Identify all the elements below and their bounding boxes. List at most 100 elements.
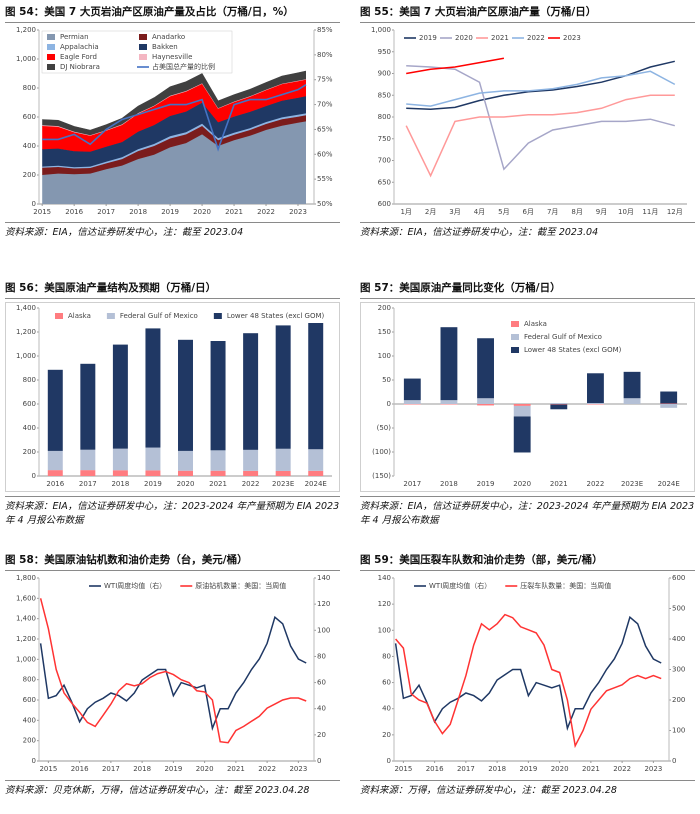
legend: WTI周度均值（右） 原油钻机数量：美国：当周值 [89, 581, 286, 590]
bar [210, 470, 226, 476]
bar [660, 391, 678, 404]
y-tick-label: 50 [382, 376, 391, 384]
legend-swatch [213, 313, 222, 319]
y2-tick-label: 100 [317, 626, 330, 634]
y-tick-label: 1,200 [16, 635, 36, 643]
y-tick-label: 200 [23, 448, 36, 456]
line [405, 94, 675, 178]
x-tick-label: 4月 [474, 208, 485, 216]
legend-label: DJ Niobrara [60, 63, 100, 71]
y2-tick-label: 60% [317, 150, 333, 158]
x-tick-label: 11月 [642, 208, 658, 216]
legend: Alaska Federal Gulf of Mexico Lower 48 Sta… [511, 320, 622, 354]
x-tick-label: 2023 [644, 765, 662, 773]
bar [145, 470, 161, 476]
bar [243, 333, 259, 450]
y-tick-label: 100 [378, 626, 391, 634]
legend-swatch [511, 334, 519, 340]
chart-title: 图 56：美国原油产量结构及预期（万桶/日） [5, 280, 340, 299]
bar [210, 450, 226, 471]
bar [660, 404, 678, 408]
y-tick-label: 600 [23, 400, 36, 408]
area-band [42, 113, 306, 169]
x-tick-label: 5月 [498, 208, 509, 216]
bar [80, 449, 96, 471]
y2-tick-label: 55% [317, 175, 333, 183]
x-tick-label: 2022 [242, 480, 260, 488]
y-tick-label: 1,800 [16, 574, 36, 582]
bar [587, 373, 604, 404]
legend-swatch [47, 44, 55, 50]
x-tick-label: 2021 [209, 480, 227, 488]
x-tick-label: 2024E [305, 480, 327, 488]
legend-swatch [139, 54, 147, 60]
line [406, 57, 505, 75]
legend-swatch [47, 34, 55, 40]
bar [308, 470, 324, 476]
y-tick-label: 800 [23, 84, 36, 92]
y2-tick-label: 300 [672, 666, 685, 674]
legend: Permian Anadarko Appalachia Bakken Eagle For… [41, 30, 233, 74]
bar [80, 363, 96, 450]
y2-tick-label: 80% [317, 51, 333, 59]
legend-label: 原油钻机数量：美国：当周值 [195, 581, 286, 590]
y2-tick-label: 75% [317, 76, 333, 84]
x-tick-label: 2020 [513, 480, 531, 488]
y-tick-label: 1,200 [16, 26, 36, 34]
y2-tick-label: 600 [672, 574, 685, 582]
bar [477, 338, 494, 399]
y-tick-label: 200 [23, 171, 36, 179]
x-tick-label: 2022 [258, 765, 276, 773]
bar [178, 470, 193, 476]
x-tick-label: 2015 [33, 208, 51, 216]
y2-tick-label: 20 [317, 731, 326, 739]
x-tick-label: 2016 [46, 480, 64, 488]
source-note: 资料来源：EIA，信达证券研发中心，注：2023-2024 年产量预期为 EIA… [360, 496, 695, 528]
bar [112, 448, 128, 471]
legend-swatch [55, 313, 63, 319]
y2-tick-label: 85% [317, 26, 333, 34]
line [394, 615, 662, 732]
x-tick-label: 2016 [426, 765, 444, 773]
bar [243, 449, 259, 471]
bar [275, 325, 291, 449]
bar [178, 450, 193, 471]
x-tick-label: 2023 [289, 765, 307, 773]
legend-label: Permian [60, 33, 89, 41]
legend-label: 2023 [563, 34, 581, 42]
y2-tick-label: 65% [317, 125, 333, 133]
y-tick-label: 40 [382, 705, 391, 713]
x-tick-label: 2020 [193, 208, 211, 216]
bar [550, 403, 568, 404]
legend-label: Haynesville [152, 53, 192, 61]
chart: 0 200 400 600 800 1,000 1,200 50% 55% 60% 65% 70% 75… [16, 26, 333, 216]
y-tick-label: 1,000 [16, 55, 36, 63]
chart: (150) (100) (50) 0 50 100 150 200 2017 2018 2019 20… [360, 302, 695, 492]
legend-label: WTI周度均值（右） [104, 581, 166, 590]
x-tick-label: 9月 [596, 208, 607, 216]
chart: 0 200 400 600 800 1,000 1,200 1,400 2016 2017 2018… [5, 302, 340, 492]
line [39, 615, 307, 732]
y2-tick-label: 70% [317, 101, 333, 109]
x-tick-label: 2019 [519, 765, 537, 773]
x-tick-label: 2015 [39, 765, 57, 773]
bar [403, 400, 421, 404]
y-tick-label: 1,000 [371, 26, 391, 34]
y-tick-label: 80 [382, 652, 391, 660]
legend-label: 2019 [419, 34, 437, 42]
y-tick-label: 700 [378, 157, 391, 165]
legend-swatch [47, 54, 55, 60]
y-tick-label: 1,000 [16, 352, 36, 360]
y2-tick-label: 140 [317, 574, 330, 582]
legend-label: 压裂车队数量：美国：当周值 [520, 581, 611, 590]
bar [145, 328, 161, 448]
x-tick-label: 2017 [403, 480, 421, 488]
y-tick-label: 950 [378, 48, 391, 56]
y-tick-label: 400 [23, 424, 36, 432]
x-tick-label: 2016 [65, 208, 83, 216]
y2-tick-label: 50% [317, 200, 333, 208]
y-tick-label: 1,200 [16, 328, 36, 336]
y-tick-label: 600 [23, 113, 36, 121]
x-tick-label: 8月 [571, 208, 582, 216]
